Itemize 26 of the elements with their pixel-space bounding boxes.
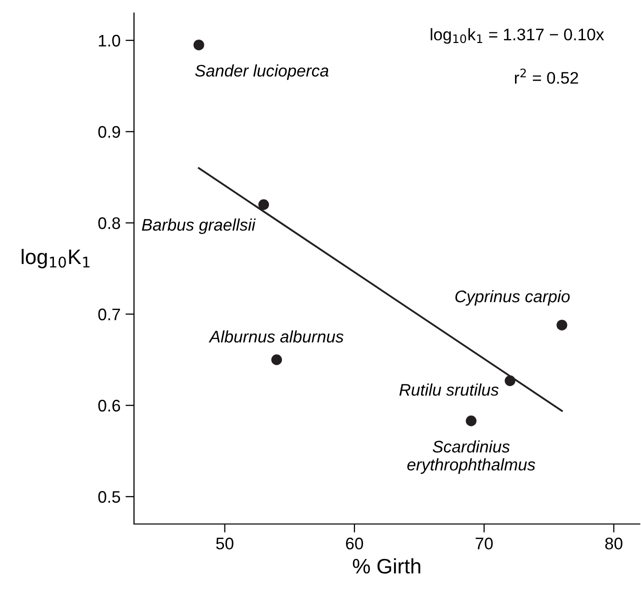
point [504,375,516,386]
y-tick-label: 0.6 [98,400,120,412]
annotation: Rutilu srutilus [399,384,499,396]
y-tick-label: 0.9 [98,126,120,138]
annotation: r$^{2}$ = 0.52 [514,68,578,84]
annotation: Scardinius erythrophthalmus [407,440,536,474]
x-tick-label: 50 [216,538,234,550]
point [466,416,476,426]
y-axis-title: log$_{10}$K$_{1}$ [22,248,90,268]
point [556,320,568,330]
y-tick-label: 0.5 [98,491,120,503]
annotation: Alburnus alburnus [208,330,344,343]
point [271,354,282,366]
y-tick-label: 0.7 [98,308,120,320]
y-tick-label: 1.0 [98,34,120,47]
annotation: log$_{10}$k$_{1}$ = 1.317 − 0.10x [430,28,604,44]
x-axis-title: % Girth [352,558,420,574]
x-tick-label: 60 [346,538,364,550]
y-tick-label: 0.8 [98,217,120,230]
point [258,199,270,210]
annotation: Barbus graellsii [142,218,256,234]
annotation: Sander lucioperca [195,64,328,80]
point [193,40,204,50]
x-tick-label: 80 [605,538,622,550]
annotation: Cyprinus carpio [455,290,570,306]
x-tick-label: 70 [476,538,493,550]
